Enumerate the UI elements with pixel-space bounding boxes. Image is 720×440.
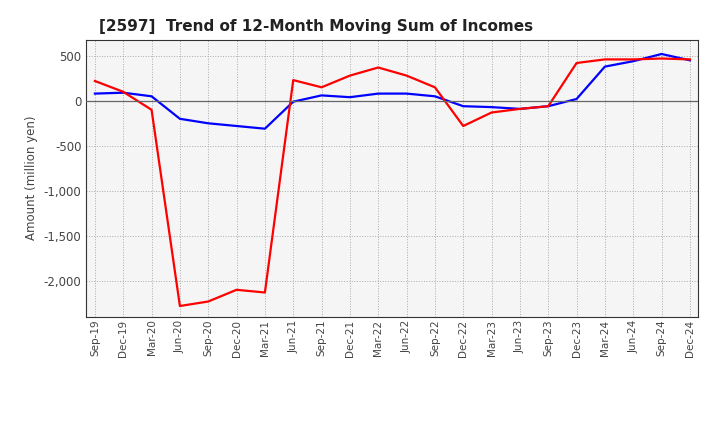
Net Income [318,84,326,90]
Net Income [402,73,411,78]
Ordinary Income [600,64,609,69]
Ordinary Income [289,99,297,104]
Ordinary Income [431,94,439,99]
Ordinary Income [402,91,411,96]
Ordinary Income [261,126,269,131]
Ordinary Income [487,104,496,110]
Line: Ordinary Income: Ordinary Income [95,54,690,128]
Ordinary Income [233,123,241,128]
Ordinary Income [119,90,127,95]
Ordinary Income [176,116,184,121]
Net Income [148,107,156,113]
Net Income [233,287,241,293]
Net Income [544,103,552,109]
Ordinary Income [516,106,524,111]
Ordinary Income [459,103,467,109]
Net Income [374,65,382,70]
Net Income [657,56,666,61]
Net Income [176,303,184,308]
Net Income [629,57,637,62]
Ordinary Income [629,59,637,64]
Ordinary Income [374,91,382,96]
Net Income [289,77,297,83]
Y-axis label: Amount (million yen): Amount (million yen) [25,116,38,240]
Line: Net Income: Net Income [95,59,690,306]
Net Income [346,73,354,78]
Ordinary Income [544,103,552,109]
Net Income [119,89,127,95]
Ordinary Income [91,91,99,96]
Net Income [459,123,467,128]
Net Income [516,106,524,111]
Net Income [685,57,694,62]
Ordinary Income [572,96,581,102]
Ordinary Income [685,58,694,63]
Net Income [572,60,581,66]
Text: [2597]  Trend of 12-Month Moving Sum of Incomes: [2597] Trend of 12-Month Moving Sum of I… [99,19,533,34]
Ordinary Income [204,121,212,126]
Ordinary Income [318,93,326,98]
Net Income [261,290,269,295]
Net Income [91,78,99,84]
Net Income [487,110,496,115]
Ordinary Income [346,95,354,100]
Ordinary Income [657,51,666,57]
Net Income [431,84,439,90]
Net Income [204,299,212,304]
Ordinary Income [148,94,156,99]
Net Income [600,57,609,62]
